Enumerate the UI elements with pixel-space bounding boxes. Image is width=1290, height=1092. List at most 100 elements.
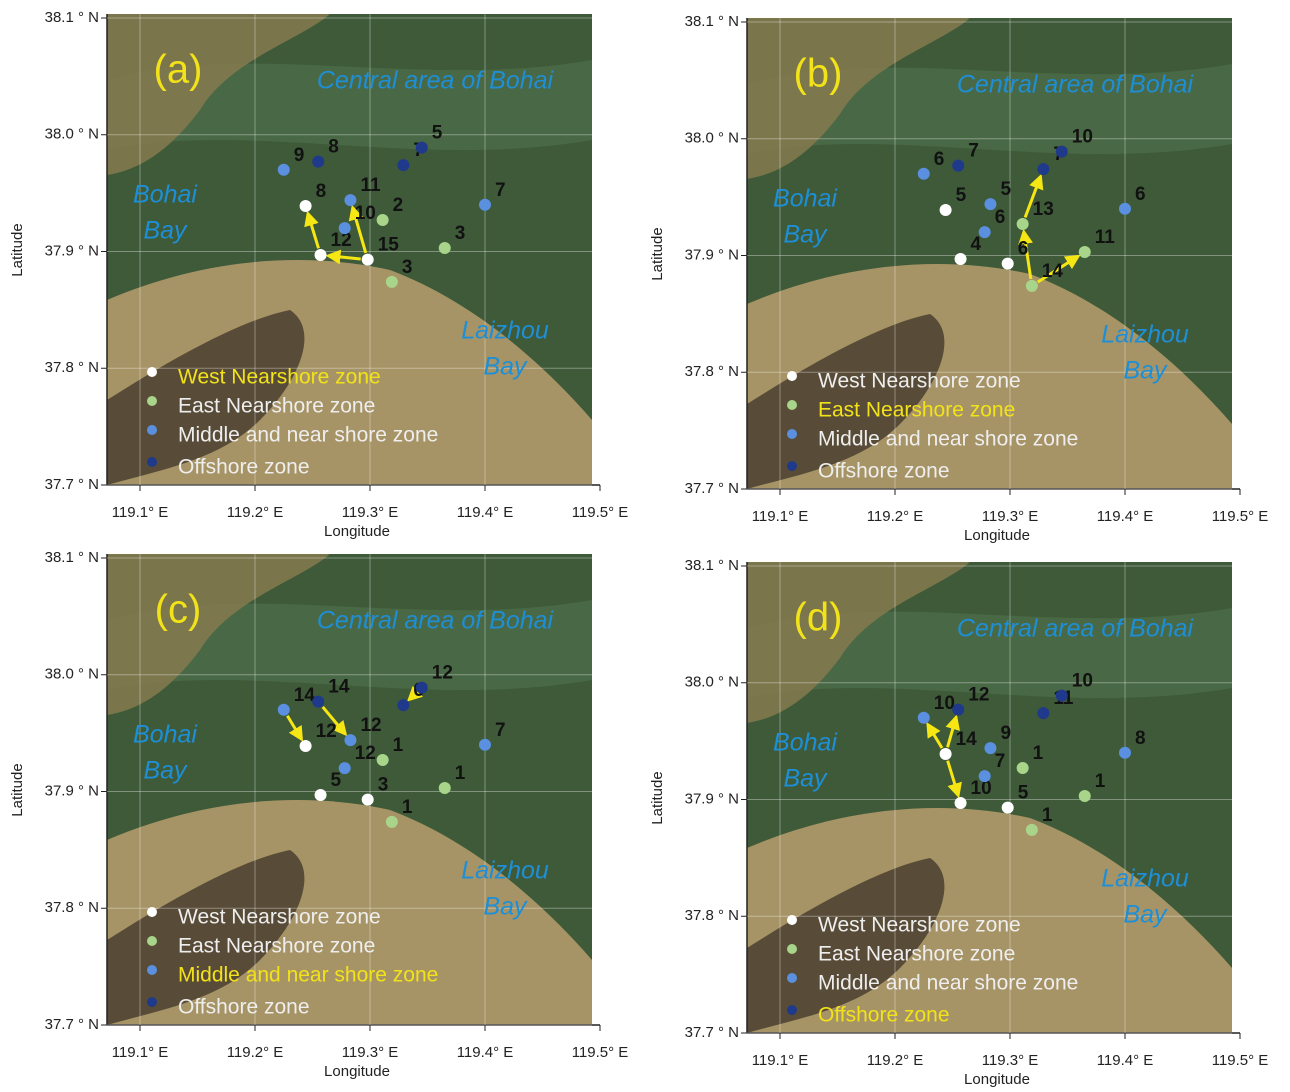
station-count: 5 <box>432 123 443 144</box>
station <box>955 253 967 265</box>
x-axis-title: Longitude <box>964 527 1030 544</box>
y-tick-label: 37.7 ° N <box>45 1016 99 1033</box>
figure: 38.1 ° N 38.0 ° N 37.9 ° N 37.8 ° N 37.7 ° N… <box>0 0 1290 1092</box>
station-count: 8 <box>316 181 327 202</box>
legend-marker <box>787 371 797 381</box>
y-tick-label: 38.0 ° N <box>685 130 739 147</box>
station-count: 15 <box>378 235 400 256</box>
y-tick-label: 37.8 ° N <box>685 907 739 924</box>
station-count: 7 <box>495 180 506 201</box>
legend-label: West Nearshore zone <box>178 366 381 389</box>
legend-marker <box>787 429 797 439</box>
legend-label: Middle and near shore zone <box>818 428 1078 451</box>
station <box>315 249 327 261</box>
legend-label: Middle and near shore zone <box>818 972 1078 995</box>
station <box>1056 146 1068 158</box>
station <box>315 789 327 801</box>
station-count: 11 <box>1095 227 1116 248</box>
map-panel: 38.1 ° N38.0 ° N37.9 ° N37.8 ° N37.7 ° N… <box>649 557 1268 1088</box>
station-count: 10 <box>971 778 992 799</box>
x-tick-label: 119.4° E <box>1097 508 1154 525</box>
station <box>339 222 351 234</box>
station-count: 5 <box>956 185 967 206</box>
station <box>979 226 991 238</box>
x-tick-label: 119.5° E <box>1212 1052 1269 1069</box>
station <box>979 770 991 782</box>
legend-marker <box>787 1005 797 1015</box>
station <box>278 164 290 176</box>
station <box>952 160 964 172</box>
station <box>940 204 952 216</box>
station-count: 1 <box>393 735 404 756</box>
y-axis-title: Latitude <box>9 223 26 276</box>
station-count: 10 <box>1072 127 1093 148</box>
y-tick-label: 37.7 ° N <box>685 480 739 497</box>
station-count: 6 <box>1018 239 1029 260</box>
station <box>1079 790 1091 802</box>
station-count: 1 <box>455 763 466 784</box>
station-count: 10 <box>355 203 376 224</box>
legend-marker <box>147 965 157 975</box>
region-label: Central area of Bohai <box>317 67 555 95</box>
station-count: 12 <box>331 230 352 251</box>
legend-marker <box>787 400 797 410</box>
y-tick-label: 37.8 ° N <box>45 359 99 376</box>
station-count: 10 <box>1072 671 1093 692</box>
y-tick-label: 38.1 ° N <box>685 557 739 574</box>
station-count: 8 <box>328 137 339 158</box>
station <box>416 142 428 154</box>
x-tick-label: 119.3° E <box>982 508 1039 525</box>
region-label: Central area of Bohai <box>957 615 1195 643</box>
region-label: Bay <box>783 221 828 249</box>
station <box>952 704 964 716</box>
station <box>397 699 409 711</box>
panel-label: (a) <box>154 48 203 92</box>
x-tick-label: 119.2° E <box>227 504 284 521</box>
station <box>397 159 409 171</box>
y-tick-label: 37.9 ° N <box>45 782 99 799</box>
legend-label: West Nearshore zone <box>818 370 1021 393</box>
station-count: 1 <box>402 797 413 818</box>
legend-label: West Nearshore zone <box>818 914 1021 937</box>
legend-label: Middle and near shore zone <box>178 424 438 447</box>
legend-label: East Nearshore zone <box>178 935 375 958</box>
x-tick-label: 119.2° E <box>867 1052 924 1069</box>
map-panel: 38.1 ° N38.0 ° N37.9 ° N37.8 ° N37.7 ° N… <box>649 13 1268 544</box>
x-tick-label: 119.1° E <box>752 508 809 525</box>
y-tick-label: 37.9 ° N <box>45 242 99 259</box>
station-count: 5 <box>1000 179 1011 200</box>
station <box>1037 707 1049 719</box>
legend-label: Middle and near shore zone <box>178 964 438 987</box>
station-count: 7 <box>495 720 506 741</box>
y-tick-label: 38.1 ° N <box>45 549 99 566</box>
region-label: Bay <box>783 765 828 793</box>
legend-label: West Nearshore zone <box>178 906 381 929</box>
x-tick-label: 119.2° E <box>227 1044 284 1061</box>
legend-marker <box>147 907 157 917</box>
legend-marker <box>787 973 797 983</box>
region-label: Bay <box>143 757 188 785</box>
station-count: 14 <box>328 677 350 698</box>
station <box>479 739 491 751</box>
station <box>439 782 451 794</box>
station <box>386 816 398 828</box>
station-count: 12 <box>968 685 989 706</box>
page: {"axes": {"xlabel": "Longitude", "ylabel… <box>0 0 1290 1092</box>
station <box>377 754 389 766</box>
station-count: 8 <box>1135 728 1146 749</box>
station <box>1017 762 1029 774</box>
station-count: 12 <box>355 743 376 764</box>
station <box>1079 246 1091 258</box>
y-tick-label: 38.1 ° N <box>685 13 739 30</box>
region-label: Bohai <box>773 185 838 213</box>
station-count: 11 <box>360 175 381 196</box>
station <box>362 254 374 266</box>
region-label: Central area of Bohai <box>317 607 555 635</box>
legend-label: Offshore zone <box>818 1004 950 1027</box>
station-count: 14 <box>956 729 978 750</box>
region-label: Bohai <box>133 721 198 749</box>
legend-label: East Nearshore zone <box>818 399 1015 422</box>
y-tick-label: 38.0 ° N <box>685 674 739 691</box>
legend-marker <box>787 915 797 925</box>
station <box>300 200 312 212</box>
